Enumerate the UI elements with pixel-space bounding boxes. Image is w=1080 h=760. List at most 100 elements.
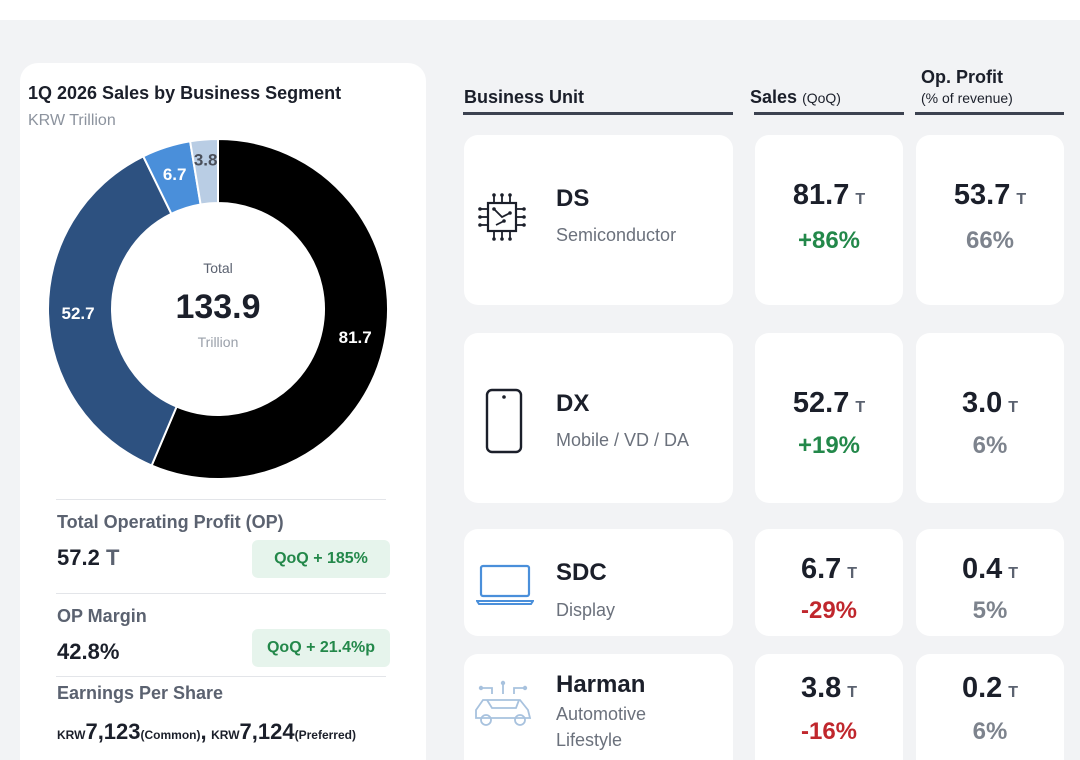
donut-center-label: Total <box>203 260 233 276</box>
eps-preferred: 7,124 <box>239 719 295 744</box>
unit-card-dx: DX Mobile / VD / DA <box>464 333 733 503</box>
sales-header-label: Sales <box>750 87 798 107</box>
op-number: 57.2 <box>57 545 100 570</box>
unit-description: Display <box>556 600 616 620</box>
eps-common-tag: (Common) <box>140 728 201 742</box>
header-rule <box>915 112 1064 115</box>
eps-preferred-tag: (Preferred) <box>294 728 356 742</box>
margin-value: 42.8% <box>57 639 120 664</box>
op-header-sub: (% of revenue) <box>921 90 1013 106</box>
eps-values: KRW7,123(Common), KRW7,124(Preferred) <box>57 719 356 745</box>
chip-icon <box>478 193 526 241</box>
sales-qoq: -16% <box>800 718 858 745</box>
unit-code: SDC <box>556 559 607 586</box>
sales-number: 52.7 <box>792 387 850 419</box>
op-header-label: Op. Profit <box>921 67 1003 87</box>
divider <box>56 676 386 677</box>
unit-card-harman: Harman Automotive Lifestyle <box>464 654 733 760</box>
unit-description: Mobile / VD / DA <box>556 430 690 450</box>
unit-code: DS <box>556 185 590 212</box>
column-header-sales: Sales (QoQ) <box>750 87 841 108</box>
sales-unit: T <box>847 565 858 582</box>
op-qoq-badge: QoQ + 185% <box>252 540 390 578</box>
op-card-sdc: 0.4 T 5% <box>916 529 1064 636</box>
donut-value-label: 52.7 <box>62 304 95 323</box>
eps-currency: KRW <box>211 728 240 742</box>
divider <box>56 593 386 594</box>
header-rule <box>463 112 733 115</box>
sales-donut-chart: 81.7 52.7 6.7 3.8 Total 133.9 Trillion <box>47 137 389 480</box>
donut-slice-ds <box>150 137 389 480</box>
op-margin: 5% <box>972 597 1008 624</box>
op-number: 3.0 <box>961 387 1003 419</box>
unit-card-ds: DS Semiconductor <box>464 135 733 305</box>
op-value: 3.0 T <box>916 387 1064 420</box>
op-margin: 6% <box>972 718 1008 745</box>
smartphone-icon <box>485 388 523 454</box>
sales-number: 81.7 <box>792 179 850 211</box>
op-label: Total Operating Profit (OP) <box>57 512 284 532</box>
op-margin: 66% <box>965 227 1015 254</box>
unit-code: DX <box>556 390 590 417</box>
sales-card-ds: 81.7 T +86% <box>755 135 903 305</box>
unit-description: Automotive <box>556 704 647 724</box>
eps-separator: , <box>200 719 207 744</box>
sales-qoq: -29% <box>800 597 858 624</box>
donut-slice-harman <box>188 137 219 206</box>
sales-unit: T <box>855 399 866 416</box>
column-header-op-profit: Op. Profit (% of revenue) <box>921 67 1013 109</box>
op-unit: T <box>1008 399 1019 416</box>
sales-number: 3.8 <box>800 672 842 704</box>
sales-card-dx: 52.7 T +19% <box>755 333 903 503</box>
op-card-ds: 53.7 T 66% <box>916 135 1064 305</box>
unit-description-line2: Lifestyle <box>556 730 623 750</box>
op-number: 53.7 <box>953 179 1011 211</box>
sales-unit: T <box>855 191 866 208</box>
op-unit: T <box>1008 684 1019 701</box>
chart-title: 1Q 2026 Sales by Business Segment <box>28 83 342 103</box>
top-bar <box>0 0 1080 20</box>
sales-value: 3.8 T <box>755 672 903 705</box>
eps-currency: KRW <box>57 728 86 742</box>
unit-code: Harman <box>556 671 646 698</box>
chart-subtitle: KRW Trillion <box>28 112 116 129</box>
op-number: 0.4 <box>961 553 1003 585</box>
margin-qoq-badge: QoQ + 21.4%p <box>252 629 390 667</box>
sales-value: 6.7 T <box>755 553 903 586</box>
eps-label: Earnings Per Share <box>57 683 224 703</box>
sales-value: 52.7 T <box>755 387 903 420</box>
segment-sales-card: 1Q 2026 Sales by Business Segment KRW Tr… <box>20 63 426 760</box>
op-number: 0.2 <box>961 672 1003 704</box>
sales-qoq: +86% <box>797 227 861 254</box>
sales-number: 6.7 <box>800 553 842 585</box>
eps-common: 7,123 <box>85 719 141 744</box>
op-value: 0.2 T <box>916 672 1064 705</box>
op-unit: T <box>1016 191 1027 208</box>
sales-card-harman: 3.8 T -16% <box>755 654 903 760</box>
column-header-business-unit: Business Unit <box>464 87 585 107</box>
header-rule <box>754 112 904 115</box>
op-card-harman: 0.2 T 6% <box>916 654 1064 760</box>
donut-value-label: 81.7 <box>339 328 372 347</box>
unit-card-sdc: SDC Display <box>464 529 733 636</box>
donut-value-label: 6.7 <box>163 165 187 184</box>
donut-center-unit: Trillion <box>198 334 239 350</box>
sales-value: 81.7 T <box>755 179 903 212</box>
divider <box>56 499 386 500</box>
donut-slice-dx <box>47 154 178 467</box>
donut-center-value: 133.9 <box>175 288 260 326</box>
op-margin: 6% <box>972 432 1008 459</box>
sales-card-sdc: 6.7 T -29% <box>755 529 903 636</box>
op-value: 53.7 T <box>916 179 1064 212</box>
unit-description: Semiconductor <box>556 225 677 245</box>
op-value: 0.4 T <box>916 553 1064 586</box>
margin-label: OP Margin <box>57 606 147 626</box>
sales-header-sub: (QoQ) <box>802 90 841 106</box>
connected-car-icon <box>475 680 532 726</box>
sales-unit: T <box>847 684 858 701</box>
op-unit: T <box>105 545 120 570</box>
sales-qoq: +19% <box>797 432 861 459</box>
op-card-dx: 3.0 T 6% <box>916 333 1064 503</box>
laptop-icon <box>476 564 534 605</box>
op-value: 57.2 T <box>57 545 119 571</box>
